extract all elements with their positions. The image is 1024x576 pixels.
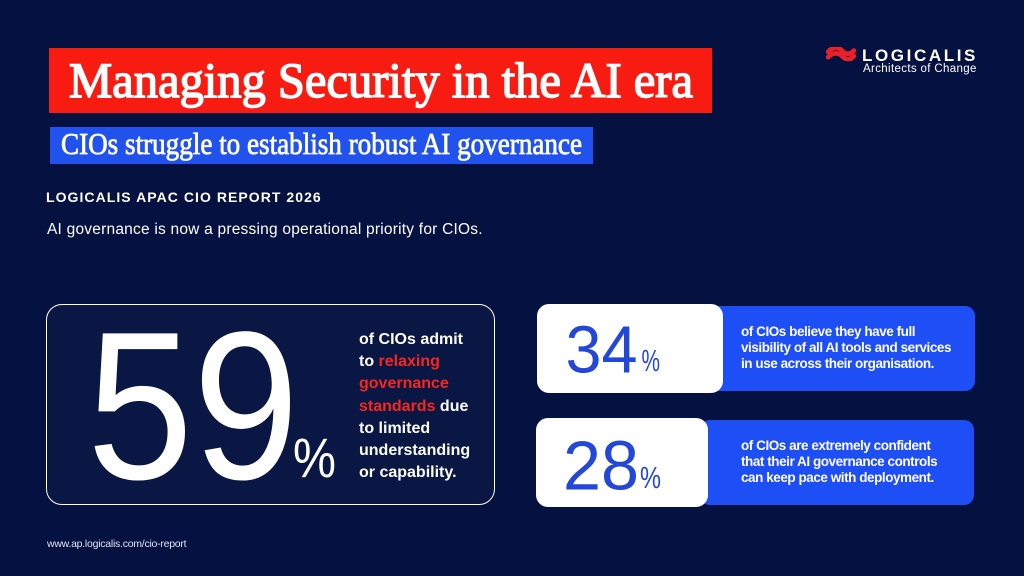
svg-text:Managing Security in the AI er: Managing Security in the AI era [69,52,693,108]
svg-text:%: % [640,460,661,495]
svg-text:%: % [642,343,661,378]
svg-text:28: 28 [563,427,639,505]
svg-text:CIOs struggle to establish rob: CIOs struggle to establish robust AI gov… [61,127,582,161]
svg-text:%: % [293,426,336,489]
svg-text:34: 34 [566,313,638,388]
svg-text:59: 59 [87,304,299,505]
